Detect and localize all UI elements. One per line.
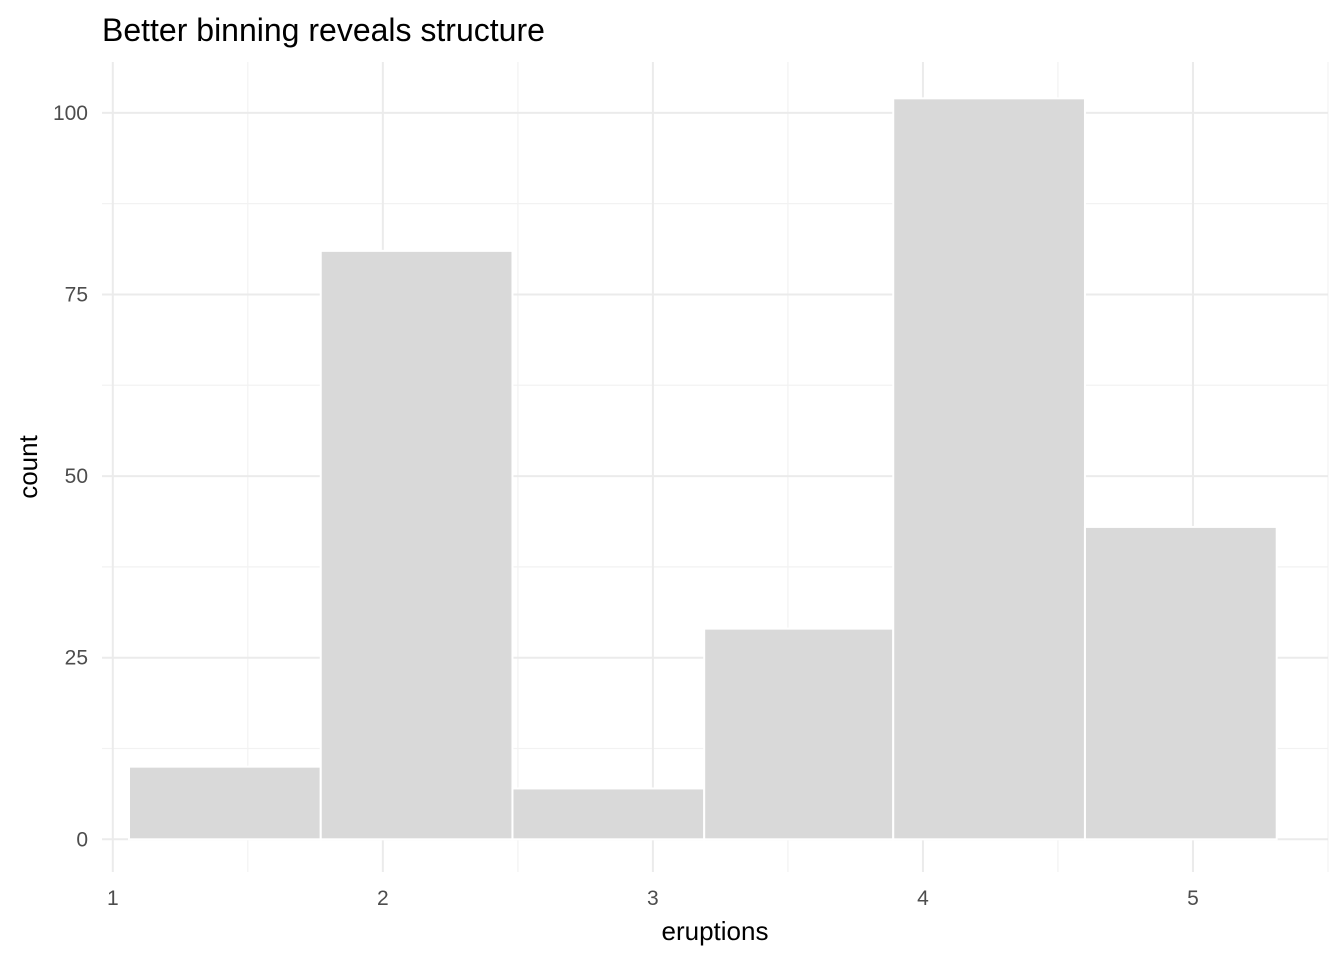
y-tick-label: 0: [76, 828, 88, 851]
x-tick-label: 3: [647, 887, 659, 910]
histogram-bar: [511, 787, 706, 841]
bar-layer: [128, 97, 1278, 841]
histogram-bar: [128, 765, 322, 841]
histogram-bar: [703, 627, 895, 841]
x-tick-label: 5: [1187, 887, 1199, 910]
x-tick-label: 1: [107, 887, 119, 910]
y-axis-title: count: [13, 434, 43, 498]
x-tick-label: 2: [377, 887, 389, 910]
y-tick-label: 75: [65, 283, 88, 306]
y-tick-label: 100: [53, 102, 88, 125]
y-tick-label: 50: [65, 465, 88, 488]
histogram-bar: [319, 249, 514, 841]
chart-title: Better binning reveals structure: [102, 12, 545, 48]
histogram-bar: [1083, 525, 1278, 841]
x-axis-title: eruptions: [662, 916, 769, 946]
histogram-bar: [892, 97, 1086, 841]
x-tick-label: 4: [917, 887, 929, 910]
y-tick-label: 25: [65, 647, 88, 670]
